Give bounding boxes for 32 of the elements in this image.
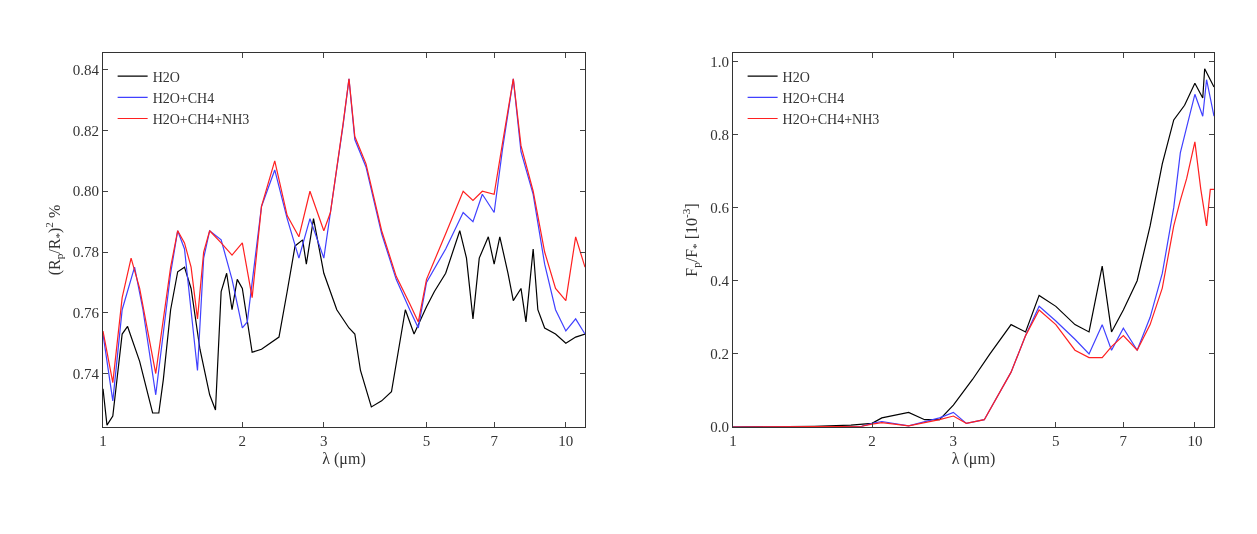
x-tick-label: 2 bbox=[868, 433, 876, 450]
x-tick-label: 3 bbox=[949, 433, 958, 450]
y-tick-label: 0.84 bbox=[72, 61, 100, 78]
y-tick-label: 0.6 bbox=[710, 199, 730, 216]
x-tick-label: 10 bbox=[558, 433, 574, 450]
x-axis-title: λ (μm) bbox=[951, 449, 996, 468]
x-tick-label: 7 bbox=[1119, 433, 1128, 450]
y-tick-label: 1.0 bbox=[710, 53, 729, 70]
x-tick-label: 7 bbox=[490, 433, 499, 450]
x-tick-label: 1 bbox=[729, 433, 737, 450]
x-axis-title: λ (μm) bbox=[322, 449, 366, 468]
legend-label: H2O+CH4+NH3 bbox=[782, 111, 880, 127]
x-tick-label: 10 bbox=[1187, 433, 1203, 450]
y-tick-label: 0.8 bbox=[710, 126, 729, 143]
y-tick-label: 0.80 bbox=[72, 183, 99, 200]
y-tick-label: 0.4 bbox=[710, 273, 730, 290]
legend-label: H2O+CH4+NH3 bbox=[152, 111, 250, 127]
y-tick-label: 0.76 bbox=[72, 305, 100, 322]
legend-label: H2O bbox=[152, 69, 180, 85]
x-tick-label: 3 bbox=[320, 433, 328, 450]
y-tick-label: 0.74 bbox=[72, 365, 100, 382]
legend-label: H2O+CH4 bbox=[782, 90, 845, 106]
y-tick-label: 0.82 bbox=[72, 122, 99, 139]
y-tick-label: 0.78 bbox=[72, 244, 99, 261]
x-tick-label: 1 bbox=[99, 433, 107, 450]
y-tick-label: 0.0 bbox=[710, 419, 729, 436]
legend-label: H2O+CH4 bbox=[152, 90, 215, 106]
x-tick-label: 5 bbox=[1052, 433, 1060, 450]
x-tick-label: 2 bbox=[238, 433, 247, 450]
x-tick-label: 5 bbox=[422, 433, 431, 450]
legend-label: H2O bbox=[782, 69, 810, 85]
y-tick-label: 0.2 bbox=[710, 346, 729, 363]
